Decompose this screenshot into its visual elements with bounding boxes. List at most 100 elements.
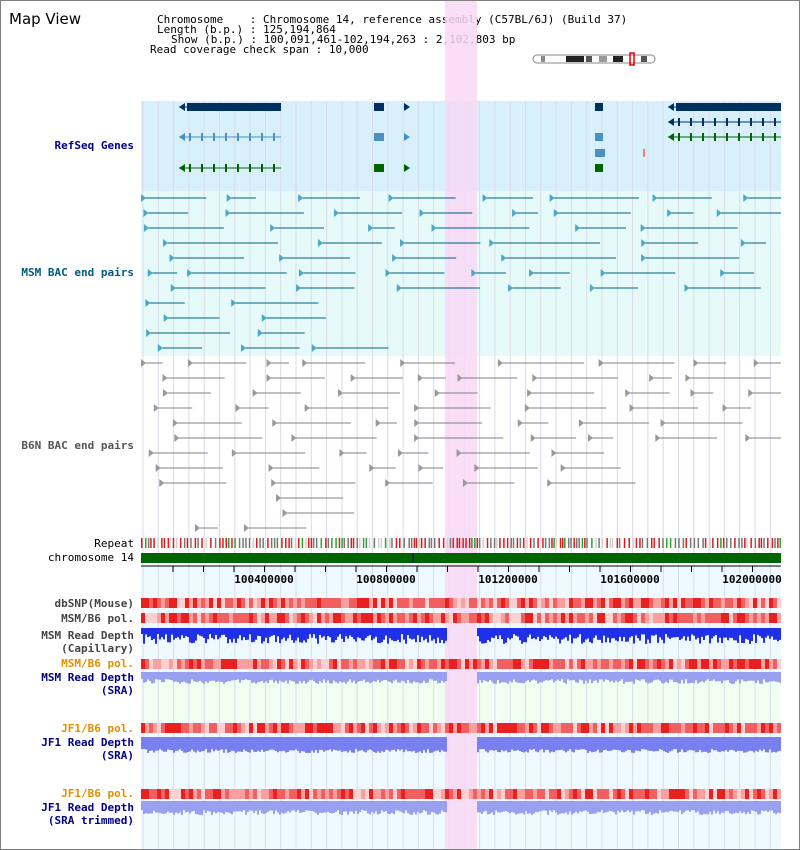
read-depth-bar bbox=[275, 628, 277, 643]
track-label-b6n-bac[interactable]: B6N BAC end pairs bbox=[21, 439, 134, 452]
read-depth-bar bbox=[665, 737, 667, 753]
read-depth-bar bbox=[433, 628, 435, 640]
read-depth-bar bbox=[237, 737, 239, 752]
read-depth-bar bbox=[375, 672, 377, 682]
read-depth-bar bbox=[683, 737, 685, 753]
polymorphism-cell bbox=[661, 659, 665, 669]
read-depth-bar bbox=[749, 628, 751, 644]
polymorphism-cell bbox=[529, 723, 533, 733]
read-depth-bar bbox=[411, 672, 413, 684]
read-depth-bar bbox=[591, 672, 593, 684]
polymorphism-cell bbox=[513, 613, 517, 623]
b6n-bac-end bbox=[655, 434, 661, 442]
repeat-mark bbox=[581, 538, 584, 548]
read-depth-bar bbox=[337, 628, 339, 637]
repeat-mark bbox=[228, 538, 230, 548]
b6n-bac-end bbox=[753, 359, 759, 367]
span-label: Read coverage check span bbox=[150, 43, 309, 56]
read-depth-bar bbox=[759, 801, 761, 815]
read-depth-bar bbox=[345, 801, 347, 812]
read-depth-bar bbox=[389, 628, 391, 639]
track-label-msm-b6-pol-1[interactable]: MSM/B6 pol. bbox=[61, 612, 134, 625]
polymorphism-cell bbox=[573, 723, 577, 733]
read-depth-bar bbox=[779, 672, 781, 683]
polymorphism-cell bbox=[241, 659, 245, 669]
polymorphism-cell bbox=[329, 723, 333, 733]
polymorphism-cell bbox=[301, 613, 305, 623]
read-depth-bar bbox=[565, 628, 567, 638]
track-label-msm-bac[interactable]: MSM BAC end pairs bbox=[21, 266, 134, 279]
read-depth-bar bbox=[525, 672, 527, 682]
read-depth-bar bbox=[737, 628, 739, 643]
read-depth-bar bbox=[747, 628, 749, 640]
polymorphism-cell bbox=[421, 789, 425, 799]
polymorphism-cell bbox=[301, 789, 305, 799]
repeat-mark bbox=[449, 538, 452, 548]
track-label-msm-read-depth-sra[interactable]: MSM Read Depth bbox=[41, 671, 134, 684]
read-depth-bar bbox=[707, 672, 709, 680]
read-depth-bar bbox=[293, 628, 295, 643]
read-depth-bar bbox=[675, 672, 677, 682]
polymorphism-cell bbox=[441, 789, 445, 799]
read-depth-bar bbox=[435, 801, 437, 815]
polymorphism-cell bbox=[277, 598, 281, 608]
read-depth-bar bbox=[757, 628, 759, 635]
polymorphism-cell bbox=[573, 789, 577, 799]
polymorphism-cell bbox=[469, 598, 473, 608]
polymorphism-cell bbox=[369, 723, 373, 733]
repeat-mark bbox=[413, 538, 416, 548]
refseq-strand bbox=[404, 133, 410, 141]
read-depth-bar bbox=[507, 801, 509, 813]
polymorphism-cell bbox=[209, 723, 213, 733]
b6n-bac-end bbox=[417, 374, 423, 382]
track-label-repeat[interactable]: Repeat bbox=[94, 537, 134, 550]
track-label-msm-b6-pol-2[interactable]: MSM/B6 pol. bbox=[61, 657, 134, 670]
read-depth-bar bbox=[653, 672, 655, 681]
polymorphism-cell bbox=[185, 598, 189, 608]
read-depth-bar bbox=[543, 628, 545, 637]
read-depth-bar bbox=[395, 628, 397, 642]
read-depth-bar bbox=[441, 628, 443, 640]
polymorphism-cell bbox=[557, 723, 561, 733]
read-depth-bar bbox=[749, 672, 751, 681]
msm-bac-end bbox=[431, 224, 437, 232]
polymorphism-cell bbox=[405, 613, 409, 623]
msm-bac-end bbox=[145, 299, 151, 307]
read-depth-bar bbox=[265, 672, 267, 682]
track-label-jf1-b6-pol-1[interactable]: JF1/B6 pol. bbox=[61, 722, 134, 735]
polymorphism-cell bbox=[641, 659, 645, 669]
track-label-refseq[interactable]: RefSeq Genes bbox=[54, 139, 134, 152]
repeat-mark bbox=[578, 538, 580, 548]
b6n-bac-end bbox=[153, 404, 159, 412]
read-depth-bar bbox=[755, 672, 757, 684]
polymorphism-cell bbox=[221, 723, 225, 733]
track-label-dbsnp[interactable]: dbSNP(Mouse) bbox=[54, 597, 134, 610]
track-label-jf1-read-depth-sra[interactable]: JF1 Read Depth bbox=[41, 736, 134, 749]
track-label-chromosome[interactable]: chromosome 14 bbox=[47, 551, 134, 564]
read-depth-bar bbox=[521, 672, 523, 684]
read-depth-bar bbox=[207, 672, 209, 684]
polymorphism-cell bbox=[709, 659, 713, 669]
read-depth-bar bbox=[733, 628, 735, 641]
track-label-msm-read-depth-capillary[interactable]: MSM Read Depth bbox=[41, 629, 134, 642]
read-depth-bar bbox=[205, 672, 207, 682]
polymorphism-cell bbox=[453, 613, 457, 623]
repeat-mark bbox=[586, 538, 588, 548]
msm-bac-end bbox=[270, 224, 276, 232]
read-depth-bar bbox=[277, 672, 279, 684]
read-depth-bar bbox=[185, 737, 187, 753]
polymorphism-cell bbox=[577, 659, 581, 669]
read-depth-bar bbox=[361, 628, 363, 641]
track-label-jf1-b6-pol-2[interactable]: JF1/B6 pol. bbox=[61, 787, 134, 800]
track-label-jf1-read-depth-trimmed[interactable]: JF1 Read Depth bbox=[41, 801, 134, 814]
read-depth-bar bbox=[363, 801, 365, 811]
read-depth-bar bbox=[697, 628, 699, 638]
repeat-mark bbox=[499, 538, 501, 548]
polymorphism-cell bbox=[337, 723, 341, 733]
read-depth-bar bbox=[575, 672, 577, 683]
read-depth-bar bbox=[403, 672, 405, 682]
polymorphism-cell bbox=[477, 659, 481, 669]
read-depth-bar bbox=[587, 672, 589, 684]
b6n-bac-end bbox=[350, 374, 356, 382]
